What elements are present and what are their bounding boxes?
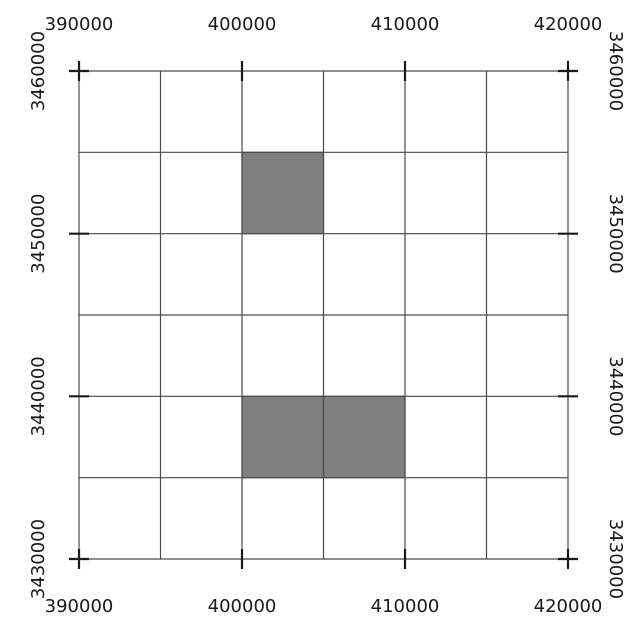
x-tick-label-bottom: 400000	[208, 596, 277, 617]
tick-marks-layer	[69, 61, 578, 569]
grid-lines-layer	[78, 70, 569, 560]
y-tick-label-right: 3450000	[605, 194, 626, 274]
x-tick-label-top: 390000	[45, 14, 114, 35]
highlighted-cell-1	[241, 151, 325, 235]
y-tick-label-right: 3460000	[605, 31, 626, 111]
x-tick-label-top: 420000	[534, 14, 603, 35]
y-tick-label-left: 3460000	[28, 31, 49, 111]
x-tick-label-top: 400000	[208, 14, 277, 35]
y-tick-label-right: 3430000	[605, 519, 626, 599]
highlighted-cell-2	[241, 395, 325, 479]
x-tick-label-top: 410000	[371, 14, 440, 35]
y-tick-label-left: 3450000	[28, 194, 49, 274]
tick-labels-layer: 390000 390000 400000 400000 410000 410000 4200…	[28, 14, 626, 617]
y-tick-label-left: 3430000	[28, 519, 49, 599]
x-tick-label-bottom: 420000	[534, 596, 603, 617]
x-tick-label-bottom: 390000	[45, 596, 114, 617]
x-tick-label-bottom: 410000	[371, 596, 440, 617]
y-tick-label-left: 3440000	[28, 356, 49, 436]
y-tick-label-right: 3440000	[605, 356, 626, 436]
highlighted-cell-3	[322, 395, 406, 479]
